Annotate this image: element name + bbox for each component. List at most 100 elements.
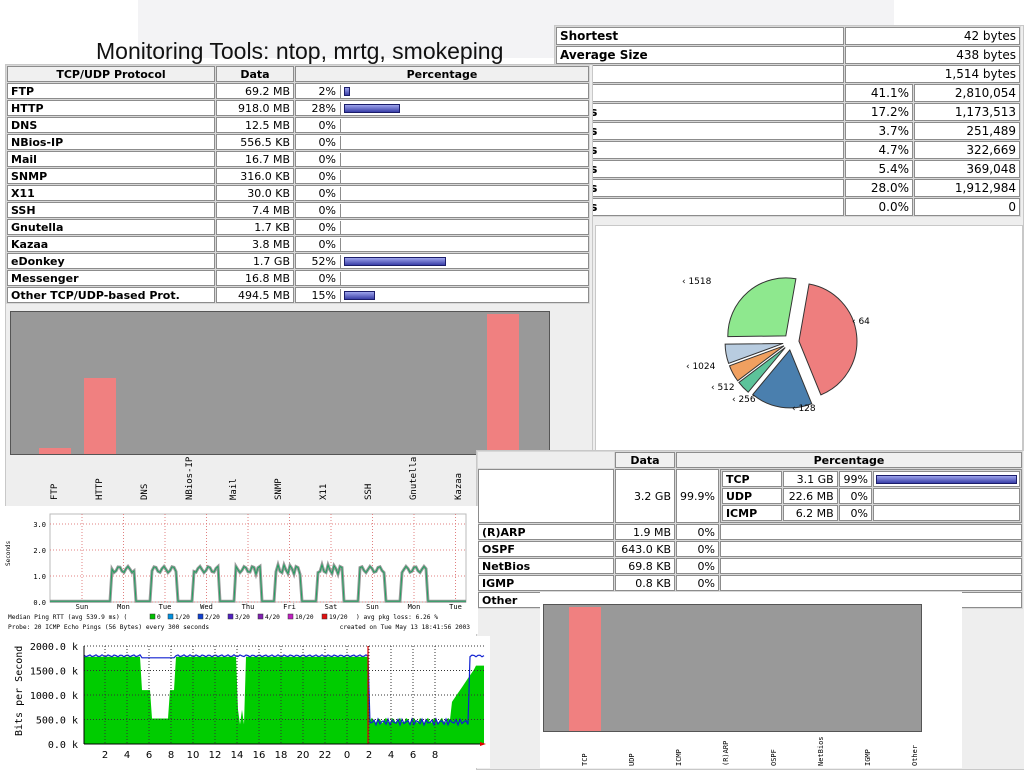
ping-created-text: created on Tue May 13 18:41:56 2003 (340, 624, 471, 631)
pie-slice-label: ‹ 256 (732, 395, 756, 405)
packet-size-row: bytes28.0%1,912,984 (556, 179, 1020, 197)
protocol-name: NBios-IP (7, 134, 215, 150)
ping-x-tick: Sun (366, 603, 379, 611)
ping-loss-text: ) avg pkg loss: 6.26 % (356, 614, 438, 621)
protocol-chart-bar (39, 448, 71, 454)
mrtg-x-tick: 20 (297, 750, 310, 761)
pie-slice (724, 342, 784, 365)
ping-legend-item: 2/20 (205, 614, 220, 621)
ip-protocol-data: 1.9 MB (615, 524, 675, 540)
protocol-name: Gnutella (7, 219, 215, 235)
protocol-data: 494.5 MB (216, 287, 294, 303)
ping-probe-text: Probe: 20 ICMP Echo Pings (56 Bytes) eve… (8, 624, 209, 631)
ping-y-tick: 2.0 (33, 547, 46, 555)
ip-protocol-percent: 0% (676, 558, 719, 574)
mrtg-graph: 2000.0 k 1500.0 k 1000.0 k 500.0 k 0.0 k Bits… (0, 636, 490, 768)
protocol-name: Kazaa (7, 236, 215, 252)
protocol-chart-axis-labels: FTP HTTP DNS NBios-IP Mail SNMP X11 SSH Gnutella… (10, 451, 553, 502)
protocol-name: SSH (7, 202, 215, 218)
protocol-chart-tick-label: DNS (140, 483, 150, 500)
ping-legend-text: Median Ping RTT (avg 539.9 ms) ( (8, 614, 127, 621)
pie-slice-label: ‹ 512 (711, 383, 735, 393)
mrtg-input-area (84, 656, 484, 744)
protocol-row: FTP 69.2 MB 2% (7, 83, 589, 99)
protocol-data: 3.8 MB (216, 236, 294, 252)
protocol-percent-cell: 2% (295, 83, 589, 99)
packet-size-row: bytes3.7%251,489 (556, 122, 1020, 140)
protocol-row: Mail 16.7 MB 0% (7, 151, 589, 167)
packet-size-label: ytes (556, 84, 844, 102)
protocol-percent-cell: 0% (295, 202, 589, 218)
ip-protocol-percent: 0% (676, 541, 719, 557)
mrtg-x-tick: 4 (124, 750, 130, 761)
packet-size-label: bytes (556, 198, 844, 216)
ip-chart-tick-label: OSPF (770, 749, 778, 766)
packet-size-label: bytes (556, 141, 844, 159)
protocol-chart-bar (84, 378, 116, 454)
pie-slice-label: ‹ 64 (852, 317, 870, 327)
ip-protocol-row: IGMP 0.8 KB 0% (478, 575, 1022, 591)
protocol-data: 7.4 MB (216, 202, 294, 218)
packet-size-row: bytes5.4%369,048 (556, 160, 1020, 178)
ip-protocol-table: Data Percentage 3.2 GB 99.9% TCP 3.1 GB 99% UDP… (477, 451, 1023, 609)
mrtg-x-tick: 16 (253, 750, 266, 761)
mrtg-x-tick: 2 (366, 750, 372, 761)
ping-legend-swatch (167, 613, 174, 620)
protocol-percent-cell: 0% (295, 270, 589, 286)
ip-sub-percent: 99% (838, 471, 872, 487)
ping-legend-swatch (197, 613, 204, 620)
packet-size-value: 1,912,984 (914, 179, 1020, 197)
protocol-chart-bar (487, 314, 519, 454)
mrtg-y-label: Bits per Second (14, 646, 25, 736)
protocol-header-row: TCP/UDP Protocol Data Percentage (7, 66, 589, 82)
protocol-percent-cell: 28% (295, 100, 589, 116)
protocol-row: Kazaa 3.8 MB 0% (7, 236, 589, 252)
protocol-percent-cell: 0% (295, 185, 589, 201)
protocol-data: 30.0 KB (216, 185, 294, 201)
protocol-row: Gnutella 1.7 KB 0% (7, 219, 589, 235)
packet-size-value: 369,048 (914, 160, 1020, 178)
mrtg-x-tick: 0 (344, 750, 350, 761)
protocol-data: 12.5 MB (216, 117, 294, 133)
packet-size-label: bytes (556, 160, 844, 178)
pie-slice (728, 345, 785, 382)
ip-protocol-name: (R)ARP (478, 524, 614, 540)
mrtg-x-tick: 14 (231, 750, 244, 761)
ip-protocol-data: 69.8 KB (615, 558, 675, 574)
mrtg-x-tick: 4 (388, 750, 394, 761)
protocol-percent-cell: 0% (295, 117, 589, 133)
protocol-chart-tick-label: HTTP (95, 478, 105, 500)
pie-slice (798, 283, 858, 396)
ping-x-tick: Fri (283, 603, 296, 611)
ping-legend-swatch (227, 613, 234, 620)
mrtg-y-tick: 2000.0 k (30, 642, 78, 653)
mrtg-x-tick: 22 (319, 750, 332, 761)
ip-chart-tick-label: IGMP (864, 749, 872, 766)
ping-y-tick: 3.0 (33, 521, 46, 529)
protocol-row: SNMP 316.0 KB 0% (7, 168, 589, 184)
protocol-row: NBios-IP 556.5 KB 0% (7, 134, 589, 150)
protocol-percent: 0% (296, 152, 341, 166)
protocol-row: DNS 12.5 MB 0% (7, 117, 589, 133)
protocol-data: 1.7 GB (216, 253, 294, 269)
protocol-percent: 0% (296, 169, 341, 183)
smokeping-chart: 3.0 2.0 1.0 0.0 Seconds Sun Mon Tue Wed Thu Fri Sat… (5, 513, 471, 631)
ip-protocol-name: OSPF (478, 541, 614, 557)
pie-slice-label: ‹ 1024 (686, 362, 716, 372)
ip-protocol-data: 0.8 KB (615, 575, 675, 591)
packet-size-value: 322,669 (914, 141, 1020, 159)
mrtg-axis-arrow (480, 742, 486, 746)
ip-chart-bar (569, 607, 601, 731)
protocol-data: 556.5 KB (216, 134, 294, 150)
ping-x-tick: Sun (76, 603, 89, 611)
protocol-percent-bar (344, 256, 446, 266)
ip-protocol-name: IGMP (478, 575, 614, 591)
packet-size-percent: 3.7% (845, 122, 913, 140)
ip-protocol-name: NetBios (478, 558, 614, 574)
ip-protocol-row: NetBios 69.8 KB 0% (478, 558, 1022, 574)
protocol-chart-tick-label: Gnutella (409, 456, 419, 500)
ping-x-tick: Sat (325, 603, 338, 611)
packet-size-value: 42 bytes (845, 27, 1020, 45)
protocol-row: SSH 7.4 MB 0% (7, 202, 589, 218)
ping-legend-swatch (287, 613, 294, 620)
